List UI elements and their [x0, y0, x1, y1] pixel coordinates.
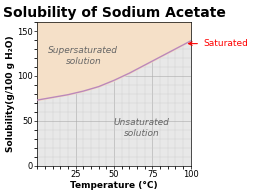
Title: Solubility of Sodium Acetate: Solubility of Sodium Acetate [3, 5, 225, 20]
Text: Supersaturated
solution: Supersaturated solution [48, 46, 118, 66]
Y-axis label: Solubility(g/100 g H₂O): Solubility(g/100 g H₂O) [6, 35, 15, 152]
Text: Unsaturated
solution: Unsaturated solution [114, 118, 169, 138]
X-axis label: Temperature (°C): Temperature (°C) [70, 181, 158, 191]
Text: Saturated: Saturated [189, 39, 248, 48]
